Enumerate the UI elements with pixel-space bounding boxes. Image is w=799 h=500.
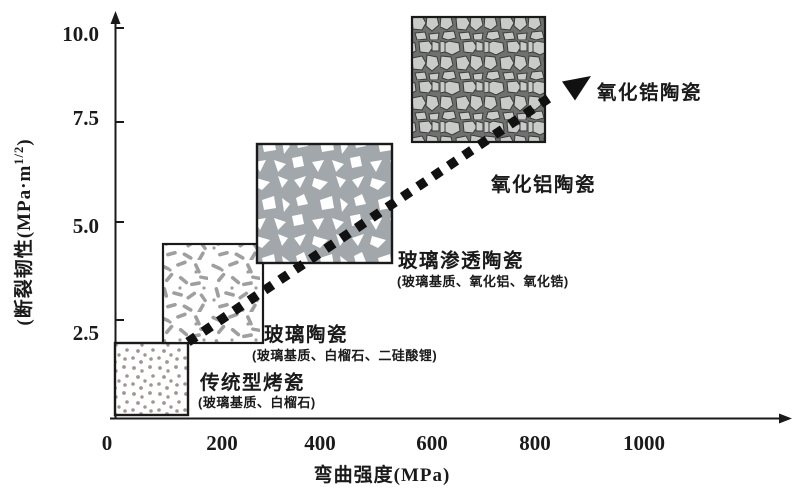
x-tick-label-400: 400 bbox=[304, 431, 336, 455]
material-composition: (玻璃基质、白榴石、二硅酸锂) bbox=[252, 348, 437, 363]
material-name: 氧化铝陶瓷 bbox=[491, 173, 596, 196]
micrograph-traditional-porcelain bbox=[113, 341, 190, 417]
material-composition: (玻璃基质、白榴石) bbox=[198, 395, 316, 410]
y-tick-label-5: 5.0 bbox=[73, 214, 99, 238]
y-tick-label-7-5: 7.5 bbox=[73, 106, 99, 130]
label-zirconia-ceramic: 氧化锆陶瓷 bbox=[597, 81, 702, 104]
y-axis-ticks bbox=[115, 27, 124, 321]
micrograph-glass-ceramic bbox=[161, 242, 265, 345]
label-alumina-ceramic: 氧化铝陶瓷 bbox=[491, 173, 596, 196]
micrograph-polycrystalline-ceramic bbox=[410, 15, 547, 144]
trend-arrow bbox=[185, 76, 591, 346]
y-axis-title: (断裂韧性(MPa·m1/2) bbox=[12, 138, 35, 325]
x-axis-title: 弯曲强度(MPa) bbox=[314, 463, 451, 486]
material-name: 传统型烤瓷 bbox=[199, 371, 305, 394]
material-name: 玻璃陶瓷 bbox=[264, 323, 348, 346]
x-tick-label-800: 800 bbox=[519, 431, 551, 455]
label-glass-infiltrated-ceramic: 玻璃渗透陶瓷 (玻璃基质、氧化铝、氧化锆) bbox=[397, 249, 569, 289]
x-tick-label-600: 600 bbox=[416, 431, 448, 455]
x-axis: 0 200 400 600 800 1000 弯曲强度(MPa) bbox=[102, 413, 792, 486]
x-tick-label-1000: 1000 bbox=[623, 431, 665, 455]
material-name: 玻璃渗透陶瓷 bbox=[398, 249, 524, 272]
micrograph-glass-infiltrated-ceramic bbox=[255, 142, 394, 265]
label-glass-ceramic: 玻璃陶瓷 (玻璃基质、白榴石、二硅酸锂) bbox=[252, 323, 437, 363]
material-composition: (玻璃基质、氧化铝、氧化锆) bbox=[397, 274, 569, 289]
x-tick-label-0: 0 bbox=[102, 431, 113, 455]
x-axis-arrowhead bbox=[779, 413, 792, 424]
y-tick-label-10: 10.0 bbox=[62, 22, 99, 46]
trend-arrowhead-icon bbox=[562, 76, 591, 101]
y-axis-arrowhead bbox=[110, 11, 121, 24]
x-tick-label-200: 200 bbox=[206, 431, 238, 455]
label-traditional-porcelain: 传统型烤瓷 (玻璃基质、白榴石) bbox=[198, 371, 316, 410]
y-tick-label-2-5: 2.5 bbox=[73, 321, 99, 345]
y-axis: 10.0 7.5 5.0 2.5 (断裂韧性(MPa·m1/2) bbox=[12, 11, 124, 418]
material-name: 氧化锆陶瓷 bbox=[597, 81, 702, 104]
